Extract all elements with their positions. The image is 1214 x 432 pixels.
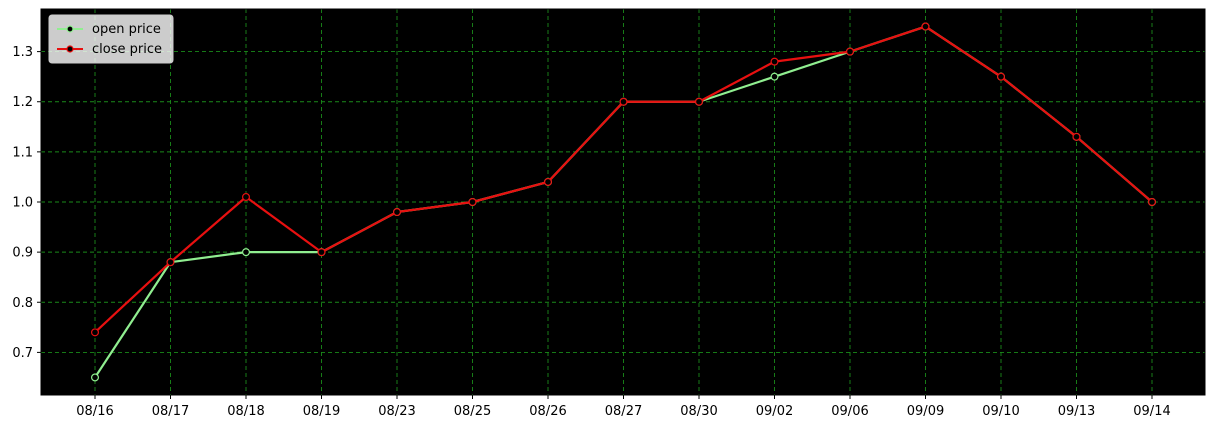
x-tick-label: 08/19 [303,404,340,419]
x-tick-label: 08/16 [76,404,113,419]
x-tick-label: 08/30 [680,404,717,419]
data-point-close-price [694,97,703,106]
y-tick-label: 0.9 [12,246,33,261]
data-point-close-price [543,177,552,186]
data-point-close-price [996,72,1005,81]
data-point-close-price [1072,132,1081,141]
data-point-close-price [90,328,99,337]
x-tick-label: 08/25 [454,404,491,419]
x-tick-label: 09/09 [907,404,944,419]
axes: 08/16 08/17 08/18 08/19 08/23 08/25 08/26 08/27… [12,8,1206,419]
y-tick-label: 0.8 [12,296,33,311]
legend-marker-open-price [66,25,74,33]
y-tick-label: 1.3 [12,45,33,60]
data-point-open-price [90,373,99,382]
x-tick-label: 09/13 [1058,404,1095,419]
legend-label-open-price: open price [92,22,161,37]
data-point-close-price [619,97,628,106]
data-point-close-price [166,258,175,267]
legend-box [48,14,174,64]
x-tick-label: 08/18 [227,404,264,419]
y-tick-label: 0.7 [12,346,33,361]
data-point-open-price [770,72,779,81]
data-point-close-price [770,57,779,66]
data-point-close-price [468,198,477,207]
x-tick-label: 09/10 [982,404,1019,419]
series-layer [90,22,1156,382]
legend: open price close price [48,14,174,64]
y-tick-label: 1.1 [12,145,33,160]
legend-marker-close-price [66,45,74,53]
x-tick-label: 08/23 [378,404,415,419]
y-tick-label: 1.0 [12,196,33,211]
data-point-close-price [393,208,402,217]
x-tick-label: 08/27 [605,404,642,419]
x-tick-label: 08/17 [152,404,189,419]
y-tick-label: 1.2 [12,95,33,110]
x-tick-label: 09/06 [831,404,868,419]
legend-label-close-price: close price [92,42,162,57]
data-point-close-price [317,248,326,257]
data-point-open-price [242,248,251,257]
data-point-close-price [845,47,854,56]
axes-frame [40,8,1206,396]
x-tick-label: 08/26 [529,404,566,419]
data-point-close-price [921,22,930,31]
data-point-close-price [1147,198,1156,207]
data-point-close-price [242,192,251,201]
x-tick-label: 09/02 [756,404,793,419]
x-tick-label: 09/14 [1133,404,1170,419]
